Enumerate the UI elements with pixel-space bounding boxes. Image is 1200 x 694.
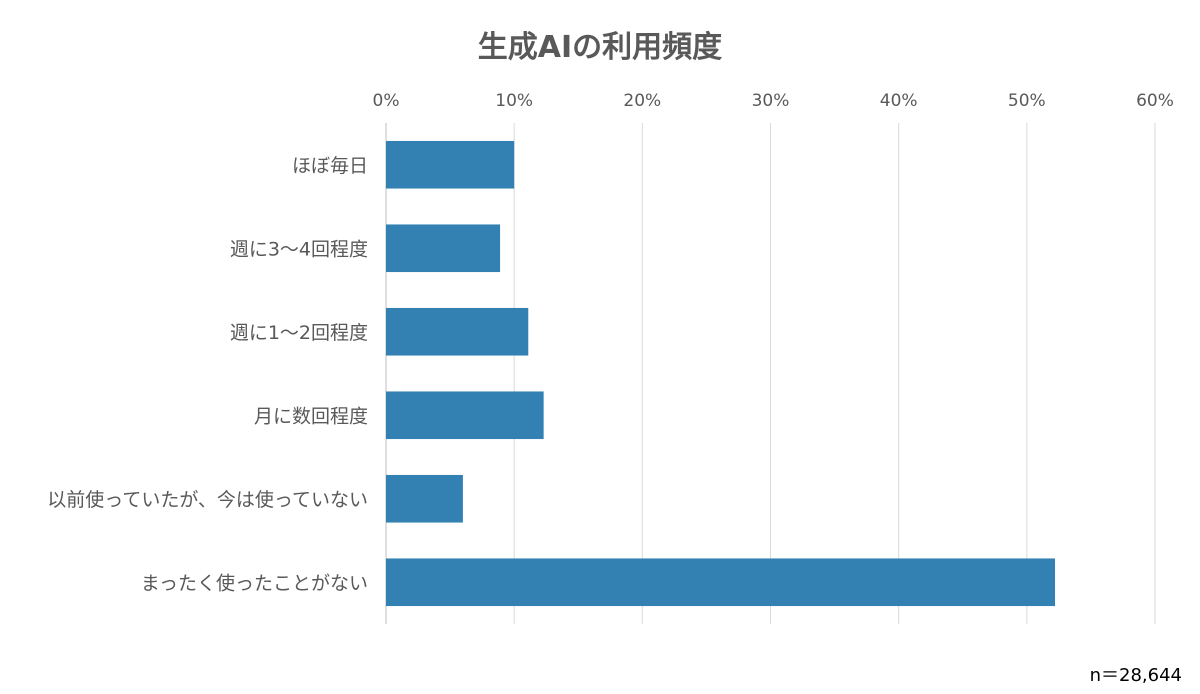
category-label: ほぼ毎日 [292, 155, 368, 177]
x-tick-label: 30% [752, 91, 790, 111]
bar [386, 558, 1056, 607]
x-tick-label: 50% [1008, 91, 1046, 111]
category-label: 月に数回程度 [254, 405, 368, 427]
category-label: 週に1〜2回程度 [230, 322, 368, 344]
bar [386, 474, 463, 523]
sample-size-note: n＝28,644 [1090, 665, 1182, 686]
bar [386, 391, 544, 440]
x-tick-label: 60% [1136, 91, 1174, 111]
x-tick-label: 40% [880, 91, 918, 111]
bar [386, 140, 515, 189]
category-labels: ほぼ毎日週に3〜4回程度週に1〜2回程度月に数回程度以前使っていたが、今は使って… [47, 155, 368, 595]
category-label: 以前使っていたが、今は使っていない [47, 489, 368, 511]
gridlines [385, 123, 1156, 624]
category-label: 週に3〜4回程度 [230, 238, 368, 260]
x-tick-label: 20% [623, 91, 661, 111]
bars [386, 140, 1056, 607]
x-tick-label: 0% [373, 91, 400, 111]
category-label: まったく使ったことがない [141, 572, 368, 594]
bar [386, 307, 529, 356]
bar [386, 224, 501, 273]
chart-title: 生成AIの利用頻度 [478, 30, 722, 65]
x-axis-tick-labels: 0% 10% 20% 30% 40% 50% 60% [373, 91, 1174, 111]
x-tick-label: 10% [495, 91, 533, 111]
